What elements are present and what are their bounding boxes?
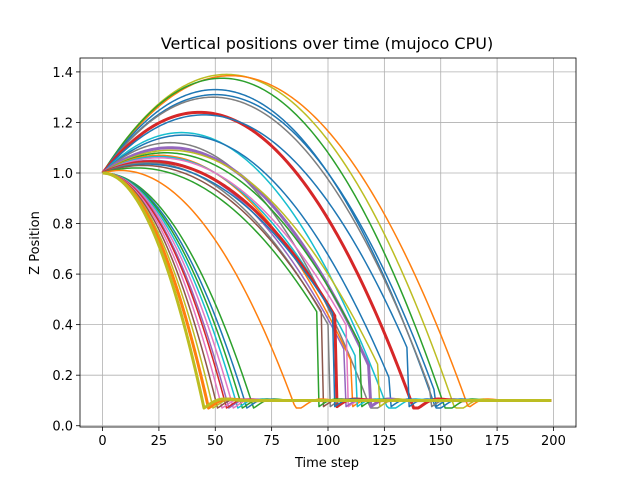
x-tick-label: 150 bbox=[428, 434, 453, 449]
series-line-1 bbox=[101, 74, 552, 408]
y-tick-label: 0.4 bbox=[52, 319, 73, 334]
x-tick-label: 25 bbox=[151, 434, 168, 449]
y-tick-label: 0.8 bbox=[52, 218, 73, 233]
x-tick-label: 200 bbox=[541, 434, 566, 449]
series-lines bbox=[101, 73, 552, 410]
x-tick-label: 75 bbox=[263, 434, 280, 449]
x-tick-label: 100 bbox=[316, 434, 341, 449]
y-tick-label: 0.2 bbox=[52, 369, 73, 384]
y-tick-label: 0.6 bbox=[52, 268, 73, 283]
chart-title: Vertical positions over time (mujoco CPU… bbox=[161, 34, 493, 53]
x-tick-label: 0 bbox=[98, 434, 106, 449]
y-tick-label: 1.0 bbox=[52, 167, 73, 182]
x-tick-label: 50 bbox=[207, 434, 224, 449]
x-tick-label: 175 bbox=[485, 434, 510, 449]
x-axis-label: Time step bbox=[294, 456, 359, 471]
axis-ticks: 0 25 50 75 100 125 150 175 200 0.0 0.2 0.4 0.6 0.8 1.0… bbox=[52, 66, 566, 449]
y-tick-label: 1.4 bbox=[52, 66, 73, 81]
series-line-35 bbox=[102, 171, 552, 410]
y-axis-label: Z Position bbox=[28, 211, 43, 275]
y-tick-label: 0.0 bbox=[52, 420, 73, 435]
x-tick-label: 125 bbox=[372, 434, 397, 449]
y-tick-label: 1.2 bbox=[52, 116, 73, 131]
